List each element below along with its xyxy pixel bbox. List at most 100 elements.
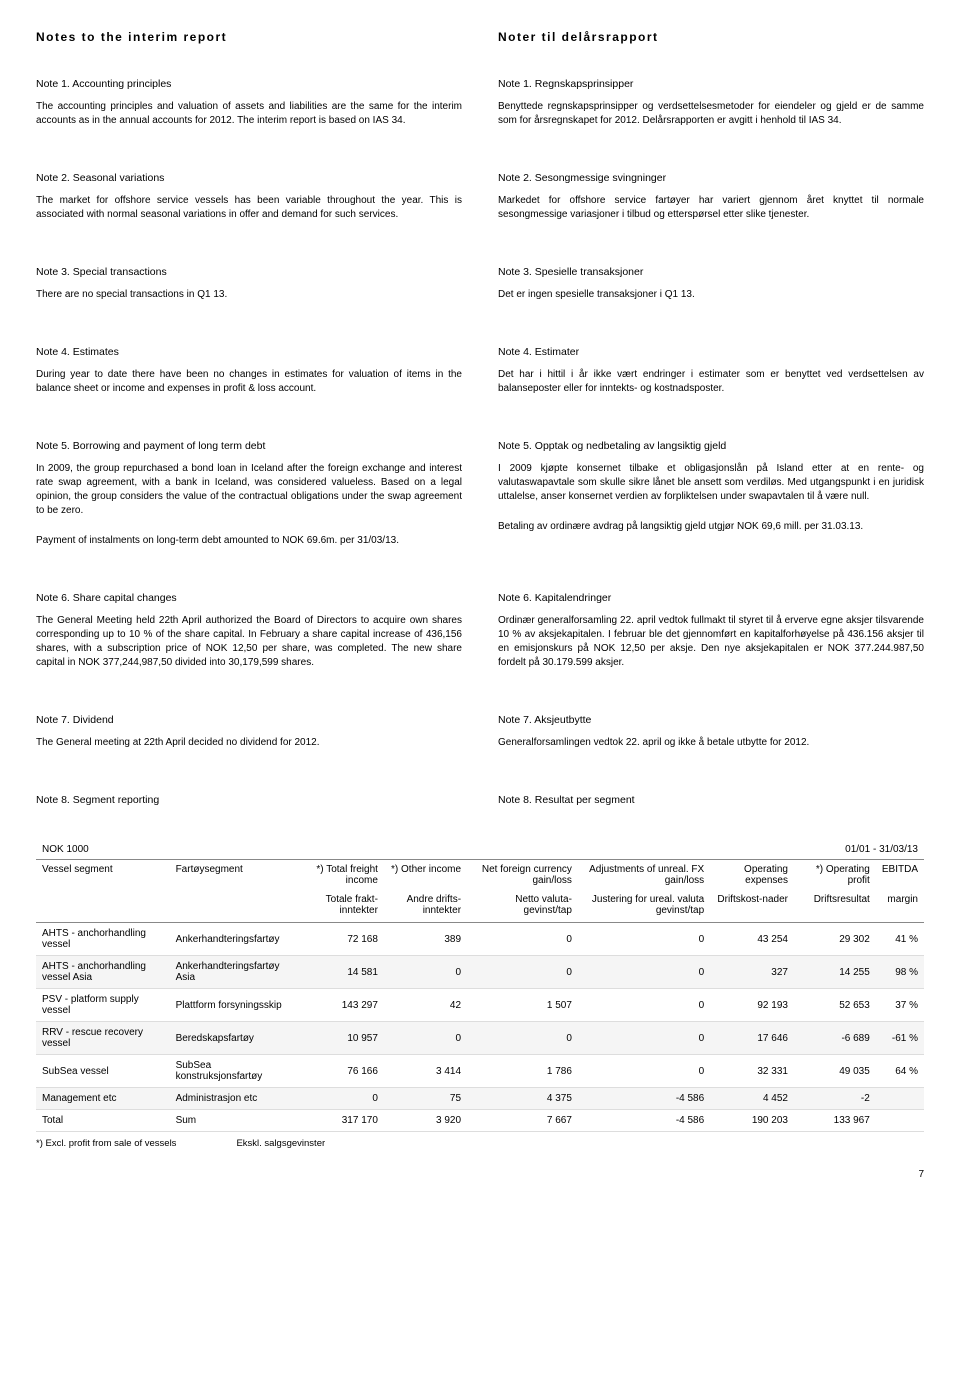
note2-body-no: Markedet for offshore service fartøyer h… [498, 194, 924, 222]
seg-en: PSV - platform supply vessel [36, 989, 170, 1022]
table-row: AHTS - anchorhandling vesselAnkerhandter… [36, 923, 924, 956]
table-row: Management etcAdministrasjon etc0754 375… [36, 1088, 924, 1110]
col-hdr-en-3: *) Other income [384, 860, 467, 891]
seg-en: AHTS - anchorhandling vessel Asia [36, 956, 170, 989]
page-number: 7 [36, 1169, 924, 1180]
col-hdr-en-7: *) Operating profit [794, 860, 876, 891]
table-period: 01/01 - 31/03/13 [299, 836, 924, 860]
cell: 10 957 [299, 1022, 384, 1055]
cell: 76 166 [299, 1055, 384, 1088]
cell: 32 331 [710, 1055, 794, 1088]
note4-row: Note 4. EstimatesDuring year to date the… [36, 346, 924, 412]
cell: 143 297 [299, 989, 384, 1022]
note7-body-en: The General meeting at 22th April decide… [36, 736, 462, 750]
cell: 37 % [876, 989, 924, 1022]
table-footnote: *) Excl. profit from sale of vessels Eks… [36, 1138, 924, 1149]
seg-no: Sum [170, 1110, 299, 1132]
table-row: AHTS - anchorhandling vessel AsiaAnkerha… [36, 956, 924, 989]
cell: 0 [578, 956, 710, 989]
note2-title-no: Note 2. Sesongmessige svingninger [498, 172, 924, 184]
note5-title-en: Note 5. Borrowing and payment of long te… [36, 440, 462, 452]
main-heading-en: Notes to the interim report [36, 30, 462, 44]
cell: 1 507 [467, 989, 578, 1022]
cell: 43 254 [710, 923, 794, 956]
note7-title-no: Note 7. Aksjeutbytte [498, 714, 924, 726]
seg-no: SubSea konstruksjonsfartøy [170, 1055, 299, 1088]
cell: 75 [384, 1088, 467, 1110]
note8-row: Note 8. Segment reporting Note 8. Result… [36, 794, 924, 816]
col-hdr-no-4: Netto valuta-gevinst/tap [467, 890, 578, 923]
cell: 317 170 [299, 1110, 384, 1132]
cell: 49 035 [794, 1055, 876, 1088]
cell: 0 [467, 1022, 578, 1055]
cell: 0 [578, 923, 710, 956]
col-hdr-en-8: EBITDA [876, 860, 924, 891]
note5-body1-en: In 2009, the group repurchased a bond lo… [36, 462, 462, 518]
col-hdr-en-1: Fartøysegment [170, 860, 299, 891]
note8-title-en: Note 8. Segment reporting [36, 794, 462, 806]
note1-row: Note 1. Accounting principlesThe account… [36, 78, 924, 144]
main-heading-no: Noter til delårsrapport [498, 30, 924, 44]
cell: 52 653 [794, 989, 876, 1022]
col-hdr-no-0 [36, 890, 170, 923]
note7-body-no: Generalforsamlingen vedtok 22. april og … [498, 736, 924, 750]
col-hdr-no-7: Driftsresultat [794, 890, 876, 923]
note5-body2-en: Payment of instalments on long-term debt… [36, 534, 462, 548]
cell: 29 302 [794, 923, 876, 956]
note5-body1-no: I 2009 kjøpte konsernet tilbake et oblig… [498, 462, 924, 504]
cell: 3 920 [384, 1110, 467, 1132]
cell: -4 586 [578, 1088, 710, 1110]
note2-title-en: Note 2. Seasonal variations [36, 172, 462, 184]
note4-body-no: Det har i hittil i år ikke vært endringe… [498, 368, 924, 396]
cell: 72 168 [299, 923, 384, 956]
col-hdr-en-5: Adjustments of unreal. FX gain/loss [578, 860, 710, 891]
seg-no: Administrasjon etc [170, 1088, 299, 1110]
cell: 4 452 [710, 1088, 794, 1110]
cell: 42 [384, 989, 467, 1022]
note7-row: Note 7. Dividend The General meeting at 2… [36, 714, 924, 766]
seg-en: Management etc [36, 1088, 170, 1110]
cell: 7 667 [467, 1110, 578, 1132]
note6-title-en: Note 6. Share capital changes [36, 592, 462, 604]
cell: 98 % [876, 956, 924, 989]
cell: 4 375 [467, 1088, 578, 1110]
cell: -2 [794, 1088, 876, 1110]
seg-en: SubSea vessel [36, 1055, 170, 1088]
cell: 14 581 [299, 956, 384, 989]
table-row: RRV - rescue recovery vesselBeredskapsfa… [36, 1022, 924, 1055]
note1-body-no: Benyttede regnskapsprinsipper og verdset… [498, 100, 924, 128]
cell: 0 [467, 956, 578, 989]
cell: 3 414 [384, 1055, 467, 1088]
cell: 389 [384, 923, 467, 956]
note8-title-no: Note 8. Resultat per segment [498, 794, 924, 806]
seg-en: Total [36, 1110, 170, 1132]
table-unit: NOK 1000 [36, 836, 299, 860]
note6-row: Note 6. Share capital changesThe General… [36, 592, 924, 686]
col-hdr-en-6: Operating expenses [710, 860, 794, 891]
footnote-no: Ekskl. salgsgevinster [236, 1138, 325, 1149]
cell [876, 1088, 924, 1110]
cell: 0 [384, 956, 467, 989]
col-hdr-no-6: Driftskost-nader [710, 890, 794, 923]
col-hdr-no-3: Andre drifts-inntekter [384, 890, 467, 923]
seg-en: RRV - rescue recovery vessel [36, 1022, 170, 1055]
note3-title-no: Note 3. Spesielle transaksjoner [498, 266, 924, 278]
footnote-en: *) Excl. profit from sale of vessels [36, 1138, 176, 1149]
seg-no: Ankerhandteringsfartøy [170, 923, 299, 956]
note4-title-no: Note 4. Estimater [498, 346, 924, 358]
cell: 0 [299, 1088, 384, 1110]
cell: -4 586 [578, 1110, 710, 1132]
seg-no: Plattform forsyningsskip [170, 989, 299, 1022]
seg-no: Beredskapsfartøy [170, 1022, 299, 1055]
note7-title-en: Note 7. Dividend [36, 714, 462, 726]
cell: 1 786 [467, 1055, 578, 1088]
note2-row: Note 2. Seasonal variationsThe market fo… [36, 172, 924, 238]
note5-body2-no: Betaling av ordinære avdrag på langsikti… [498, 520, 924, 534]
note3-body-en: There are no special transactions in Q1 … [36, 288, 462, 302]
col-hdr-no-1 [170, 890, 299, 923]
cell: -6 689 [794, 1022, 876, 1055]
cell: 92 193 [710, 989, 794, 1022]
seg-en: AHTS - anchorhandling vessel [36, 923, 170, 956]
note6-title-no: Note 6. Kapitalendringer [498, 592, 924, 604]
cell: 133 967 [794, 1110, 876, 1132]
